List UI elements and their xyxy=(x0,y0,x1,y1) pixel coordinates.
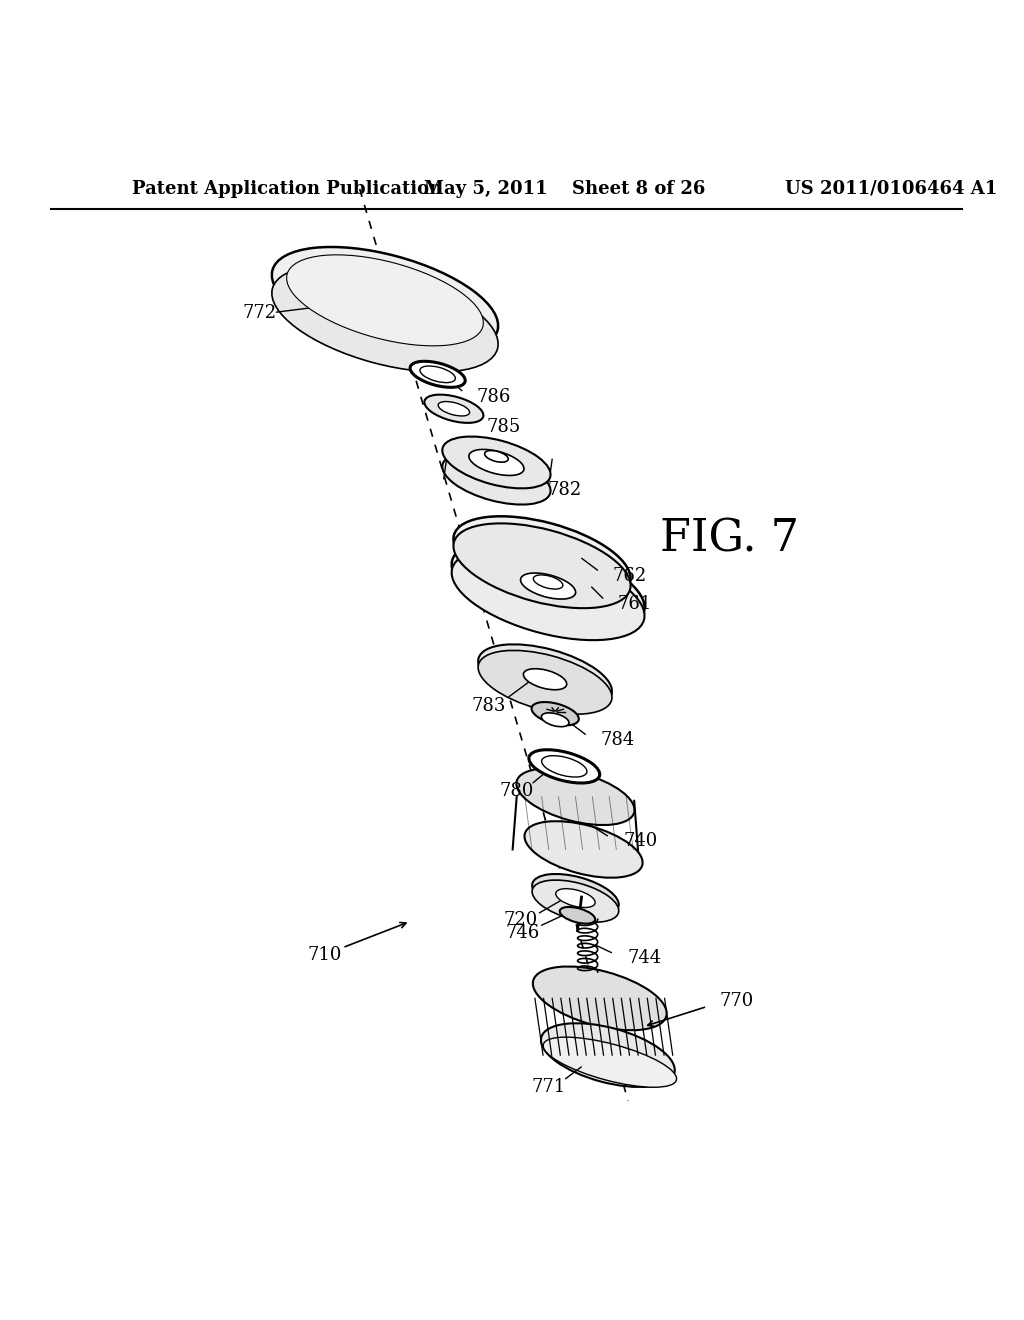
Ellipse shape xyxy=(524,821,643,878)
Text: 746: 746 xyxy=(506,924,540,941)
Ellipse shape xyxy=(438,401,470,416)
Ellipse shape xyxy=(478,651,612,714)
Text: 771: 771 xyxy=(532,1077,566,1096)
Ellipse shape xyxy=(560,907,595,924)
Ellipse shape xyxy=(442,453,551,504)
Text: 783: 783 xyxy=(471,697,506,714)
Text: Patent Application Publication: Patent Application Publication xyxy=(132,180,442,198)
Ellipse shape xyxy=(454,516,631,601)
Text: 780: 780 xyxy=(500,781,534,800)
Text: 772: 772 xyxy=(243,304,276,322)
Text: 744: 744 xyxy=(627,949,662,966)
Ellipse shape xyxy=(523,669,566,690)
Ellipse shape xyxy=(541,1023,675,1086)
Ellipse shape xyxy=(556,888,595,908)
Ellipse shape xyxy=(271,265,498,372)
Text: 785: 785 xyxy=(486,418,520,436)
Ellipse shape xyxy=(532,966,667,1030)
Ellipse shape xyxy=(542,756,587,777)
Ellipse shape xyxy=(532,880,618,923)
Ellipse shape xyxy=(454,523,631,609)
Ellipse shape xyxy=(424,395,483,422)
Ellipse shape xyxy=(543,1038,677,1088)
Text: 770: 770 xyxy=(719,993,754,1010)
Ellipse shape xyxy=(271,247,498,354)
Text: 740: 740 xyxy=(623,833,657,850)
Ellipse shape xyxy=(410,362,465,387)
Text: 761: 761 xyxy=(618,595,652,614)
Text: 786: 786 xyxy=(476,388,511,405)
Ellipse shape xyxy=(452,548,644,640)
Ellipse shape xyxy=(532,874,618,916)
Ellipse shape xyxy=(542,713,569,727)
Ellipse shape xyxy=(420,366,456,383)
Ellipse shape xyxy=(452,540,644,632)
Text: 782: 782 xyxy=(547,480,582,499)
Text: Sheet 8 of 26: Sheet 8 of 26 xyxy=(571,180,705,198)
Text: May 5, 2011: May 5, 2011 xyxy=(425,180,548,198)
Ellipse shape xyxy=(534,576,563,589)
Ellipse shape xyxy=(520,573,575,599)
Ellipse shape xyxy=(442,437,551,488)
Text: 784: 784 xyxy=(601,731,635,748)
Ellipse shape xyxy=(484,450,508,462)
Ellipse shape xyxy=(531,702,579,725)
Ellipse shape xyxy=(469,449,524,475)
Text: 710: 710 xyxy=(307,946,341,964)
Ellipse shape xyxy=(478,644,612,708)
Text: 720: 720 xyxy=(504,911,538,929)
Ellipse shape xyxy=(287,255,483,346)
Ellipse shape xyxy=(516,768,635,825)
Text: 762: 762 xyxy=(613,566,647,585)
Text: FIG. 7: FIG. 7 xyxy=(659,517,799,560)
Ellipse shape xyxy=(528,750,600,783)
Text: US 2011/0106464 A1: US 2011/0106464 A1 xyxy=(785,180,997,198)
